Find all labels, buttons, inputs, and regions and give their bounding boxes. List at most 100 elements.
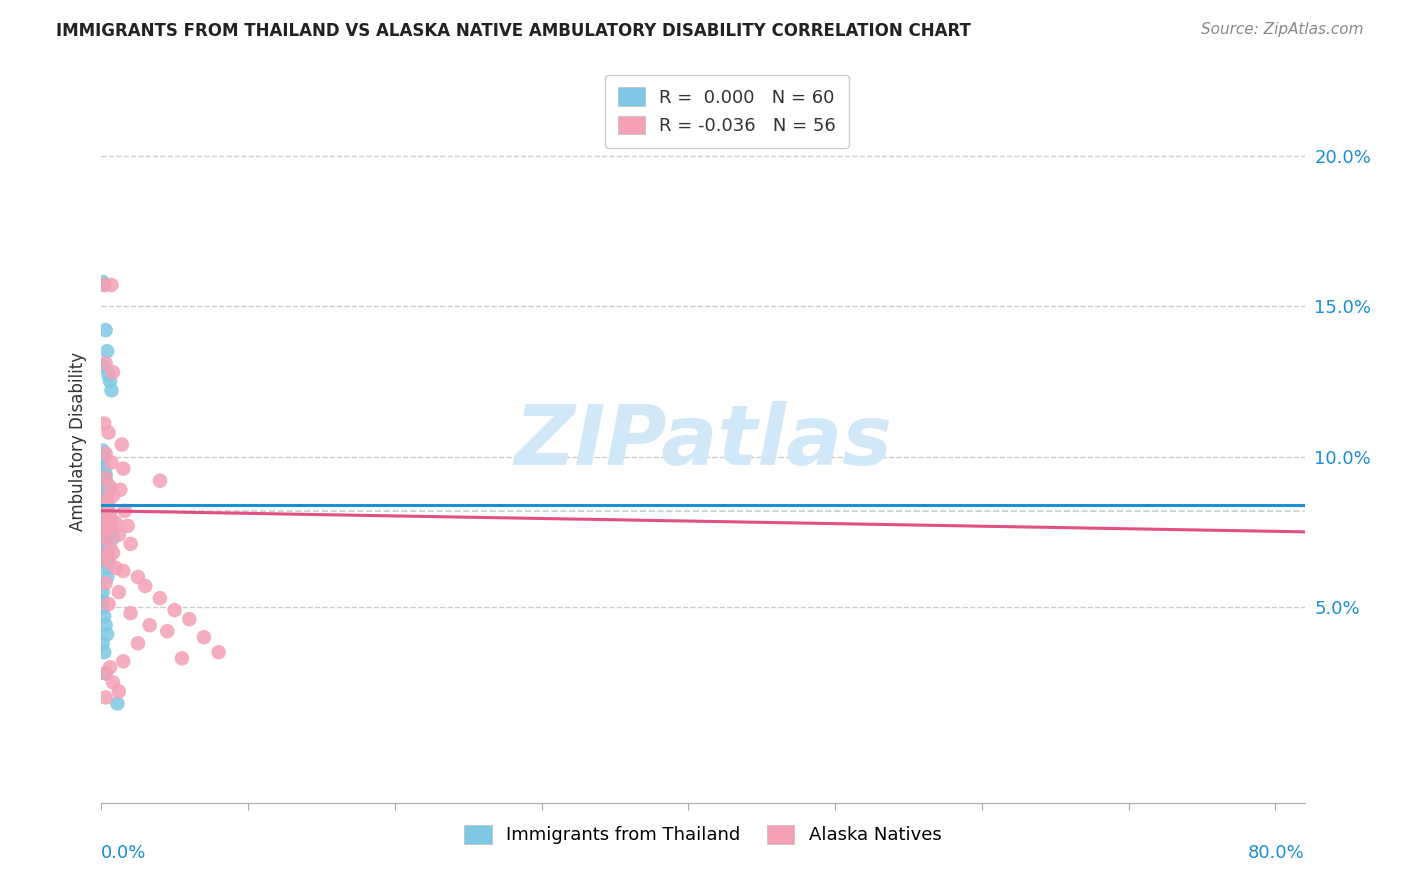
Point [96, 513, 118, 527]
Point [93, 504, 115, 518]
Point [100, 384, 122, 398]
Point [91, 585, 114, 599]
Point [93, 609, 115, 624]
Point [93, 533, 115, 548]
Point [112, 564, 135, 578]
Point [94, 494, 117, 508]
Point [134, 579, 156, 593]
Point [96, 489, 118, 503]
Point [108, 585, 131, 599]
Point [94, 618, 117, 632]
Point [98, 507, 121, 521]
Point [120, 537, 142, 551]
Point [94, 485, 117, 500]
Point [98, 518, 121, 533]
Point [93, 549, 115, 563]
Text: ZIPatlas: ZIPatlas [515, 401, 891, 482]
Point [94, 446, 117, 460]
Point [93, 277, 115, 292]
Point [94, 470, 117, 484]
Point [98, 480, 121, 494]
Point [97, 368, 120, 383]
Point [120, 606, 142, 620]
Point [97, 498, 120, 512]
Point [94, 509, 117, 524]
Y-axis label: Ambulatory Disability: Ambulatory Disability [69, 352, 87, 531]
Point [104, 516, 127, 530]
Point [93, 507, 115, 521]
Point [96, 627, 118, 641]
Point [94, 666, 117, 681]
Point [91, 450, 114, 464]
Point [94, 546, 117, 560]
Point [127, 570, 149, 584]
Text: 80.0%: 80.0% [1249, 844, 1305, 862]
Point [94, 323, 117, 337]
Point [156, 624, 179, 639]
Point [127, 636, 149, 650]
Point [94, 666, 117, 681]
Point [91, 359, 114, 374]
Point [93, 491, 115, 506]
Point [108, 528, 131, 542]
Point [94, 555, 117, 569]
Point [91, 470, 114, 484]
Point [93, 474, 115, 488]
Point [96, 344, 118, 359]
Point [91, 594, 114, 608]
Legend: Immigrants from Thailand, Alaska Natives: Immigrants from Thailand, Alaska Natives [454, 814, 952, 855]
Point [94, 576, 117, 591]
Point [100, 513, 122, 527]
Point [91, 537, 114, 551]
Point [101, 546, 124, 560]
Point [110, 483, 132, 497]
Point [208, 645, 231, 659]
Point [96, 522, 118, 536]
Point [93, 461, 115, 475]
Point [94, 467, 117, 482]
Point [193, 630, 215, 644]
Point [91, 456, 114, 470]
Point [91, 498, 114, 512]
Point [94, 356, 117, 370]
Point [101, 365, 124, 379]
Point [94, 516, 117, 530]
Point [96, 476, 118, 491]
Point [100, 524, 122, 539]
Point [98, 540, 121, 554]
Point [96, 528, 118, 542]
Point [101, 675, 124, 690]
Point [91, 443, 114, 458]
Text: IMMIGRANTS FROM THAILAND VS ALASKA NATIVE AMBULATORY DISABILITY CORRELATION CHAR: IMMIGRANTS FROM THAILAND VS ALASKA NATIV… [56, 22, 972, 40]
Point [111, 437, 134, 451]
Point [93, 522, 115, 536]
Point [94, 542, 117, 557]
Point [93, 509, 115, 524]
Point [100, 277, 122, 292]
Point [105, 697, 128, 711]
Point [94, 509, 117, 524]
Point [93, 513, 115, 527]
Point [97, 552, 120, 566]
Point [93, 645, 115, 659]
Point [94, 549, 117, 563]
Point [112, 654, 135, 668]
Text: 0.0%: 0.0% [101, 844, 146, 862]
Point [96, 570, 118, 584]
Point [93, 450, 115, 464]
Point [91, 600, 114, 615]
Point [100, 456, 122, 470]
Point [112, 461, 135, 475]
Point [104, 561, 127, 575]
Point [94, 531, 117, 545]
Point [138, 618, 160, 632]
Text: Source: ZipAtlas.com: Source: ZipAtlas.com [1201, 22, 1364, 37]
Point [91, 636, 114, 650]
Point [94, 690, 117, 705]
Point [93, 417, 115, 431]
Point [108, 684, 131, 698]
Point [94, 518, 117, 533]
Point [93, 277, 115, 292]
Point [170, 651, 193, 665]
Point [91, 275, 114, 289]
